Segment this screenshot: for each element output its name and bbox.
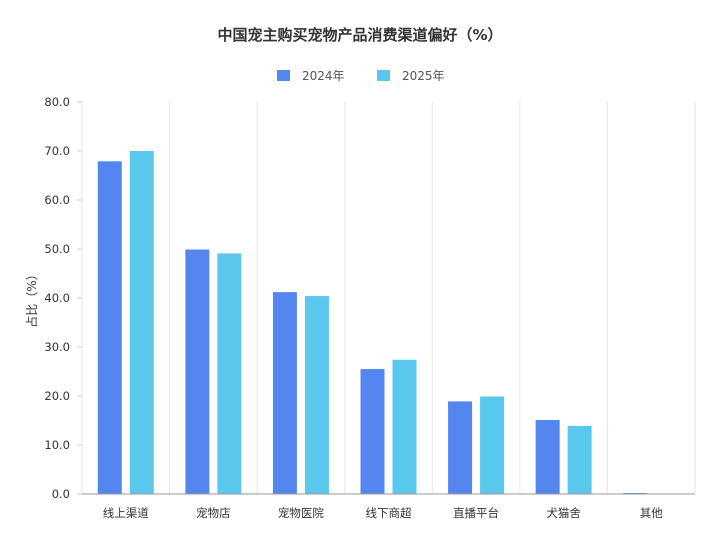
y-axis: 0.0 10.0 20.0 30.0 40.0 50.0 60.0 70.0 80.0	[44, 95, 82, 501]
bar-series2	[303, 295, 330, 495]
y-tick-label: 30.0	[44, 340, 70, 354]
x-tick-label: 直播平台	[453, 506, 499, 520]
bar-series1	[271, 291, 298, 495]
bar-series1	[184, 248, 211, 495]
legend-swatch	[377, 70, 390, 81]
bar-series1	[96, 160, 123, 495]
y-tick-label: 80.0	[44, 95, 70, 109]
legend-swatch	[277, 70, 290, 81]
bar-series2	[479, 395, 506, 495]
y-tick-label: 20.0	[44, 389, 70, 403]
x-tick-label: 线上渠道	[103, 506, 149, 520]
bar-series2	[566, 424, 593, 495]
legend: 2024年 2025年	[277, 69, 445, 83]
bar-series2	[216, 252, 243, 495]
y-tick-label: 60.0	[44, 193, 70, 207]
x-axis: 线上渠道 宠物店 宠物医院 线下商超 直播平台 犬猫舍 其他	[82, 493, 695, 520]
bar-series2	[391, 358, 418, 495]
x-tick-label: 宠物店	[196, 506, 231, 520]
bar-series1	[534, 419, 561, 495]
legend-label: 2024年	[302, 69, 345, 83]
bar-series1	[447, 400, 474, 495]
y-tick-label: 70.0	[44, 144, 70, 158]
bar-series2	[128, 150, 155, 495]
y-axis-label: 占比（%）	[24, 268, 39, 327]
y-tick-label: 0.0	[52, 487, 70, 501]
y-tick-label: 40.0	[44, 291, 70, 305]
y-tick-label: 10.0	[44, 438, 70, 452]
chart-title: 中国宠主购买宠物产品消费渠道偏好（%）	[217, 26, 502, 44]
y-tick-label: 50.0	[44, 242, 70, 256]
x-tick-label: 宠物医院	[278, 506, 324, 520]
x-tick-label: 线下商超	[366, 506, 412, 520]
x-tick-label: 犬猫舍	[546, 506, 581, 520]
bars	[96, 150, 681, 495]
x-tick-label: 其他	[640, 506, 663, 520]
legend-label: 2025年	[402, 69, 445, 83]
grid	[81, 102, 696, 494]
bar-series1	[359, 368, 386, 495]
